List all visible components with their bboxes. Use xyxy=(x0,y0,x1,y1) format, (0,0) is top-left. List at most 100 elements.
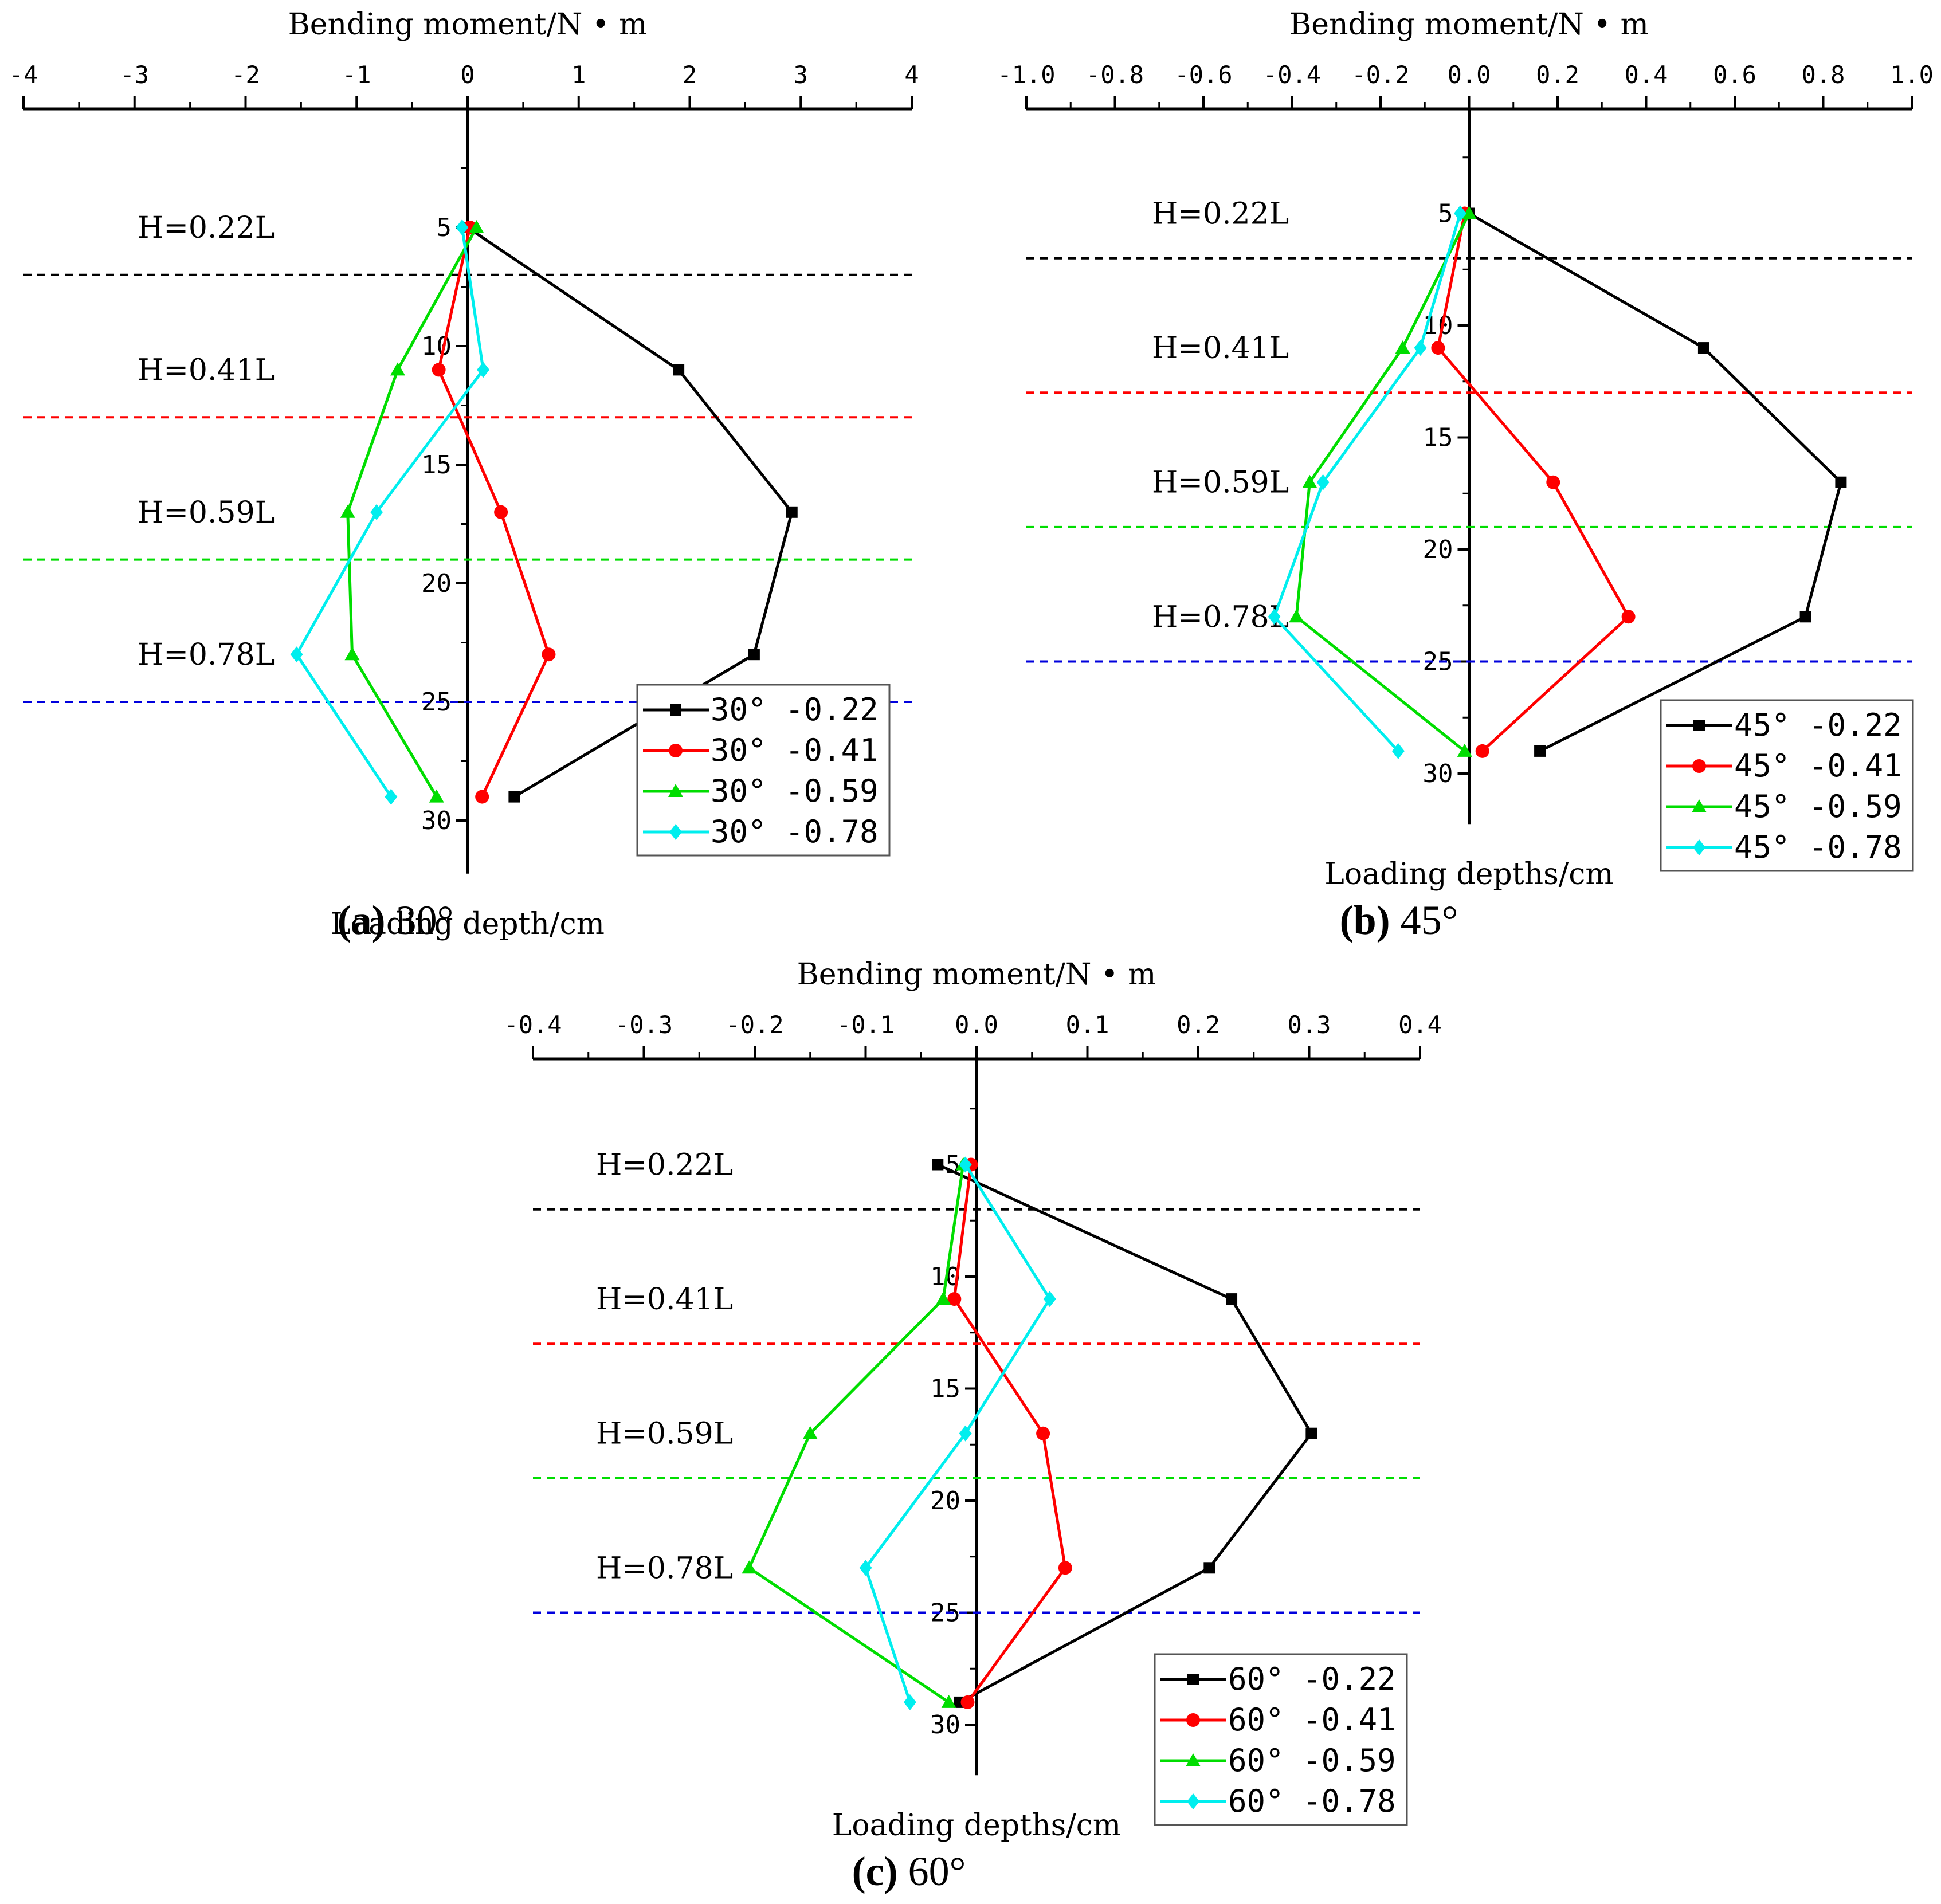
level-label: H=0.78L xyxy=(138,638,275,672)
y-tick-label: 15 xyxy=(421,450,452,480)
data-point-series-4 xyxy=(1391,743,1405,759)
data-point-series-2 xyxy=(1546,475,1560,489)
data-point-series-2 xyxy=(475,790,489,804)
data-point-series-3 xyxy=(429,789,444,803)
caption-letter: (b) xyxy=(1340,897,1390,943)
y-axis-title: Loading depths/cm xyxy=(1324,857,1613,892)
data-point-series-2 xyxy=(1475,744,1489,758)
legend-swatch-marker xyxy=(1187,1793,1199,1809)
data-point-series-4 xyxy=(456,219,469,235)
caption-angle: 60° xyxy=(898,1848,966,1894)
x-tick-label: 0.2 xyxy=(1177,1011,1220,1039)
level-label: H=0.59L xyxy=(138,496,275,530)
x-tick-label: -2 xyxy=(231,61,260,89)
y-tick-label: 20 xyxy=(930,1486,960,1516)
x-tick-label: -0.8 xyxy=(1086,61,1144,89)
x-tick-label: 0.8 xyxy=(1802,61,1845,89)
data-point-series-3 xyxy=(1457,743,1472,757)
panel-caption: (b) 45° xyxy=(1340,897,1458,943)
data-point-series-1 xyxy=(1534,745,1546,757)
legend-swatch-marker xyxy=(1186,1713,1200,1727)
data-point-series-1 xyxy=(1226,1293,1238,1305)
x-tick-label: 0.2 xyxy=(1536,61,1579,89)
data-point-series-4 xyxy=(1414,340,1427,356)
caption-letter: (a) xyxy=(338,897,386,943)
chart-panel: -1.0 -0.8 -0.6 -0.4 -0.2 0.0 0.2 0.4 0.6 0.8 1.0 Be… xyxy=(997,7,1934,943)
legend-entry-label: 30° -0.59 xyxy=(711,773,879,809)
legend-entry-label: 60° -0.22 xyxy=(1228,1661,1396,1697)
legend-entry-label: 45° -0.22 xyxy=(1734,707,1902,743)
series-line-3 xyxy=(346,226,478,798)
data-point-series-3 xyxy=(344,647,360,661)
y-tick-label: 20 xyxy=(421,569,452,598)
data-point-series-3 xyxy=(469,220,484,233)
legend-entry-label: 45° -0.41 xyxy=(1734,748,1902,784)
x-tick-label: -0.3 xyxy=(615,1011,673,1039)
legend-entry-label: 30° -0.78 xyxy=(711,814,879,850)
legend-entry-label: 60° -0.41 xyxy=(1228,1702,1396,1738)
data-point-series-3 xyxy=(941,1694,956,1708)
level-label: H=0.41L xyxy=(1152,331,1289,366)
x-tick-label: -1 xyxy=(342,61,371,89)
y-tick-label: 5 xyxy=(1438,199,1453,229)
data-point-series-2 xyxy=(1431,341,1445,355)
data-point-series-2 xyxy=(542,647,556,662)
data-point-series-1 xyxy=(1305,1427,1317,1439)
data-point-series-4 xyxy=(477,362,490,378)
x-tick-label: -4 xyxy=(9,61,38,89)
x-tick-label: 0.4 xyxy=(1625,61,1668,89)
caption-angle: 30° xyxy=(386,897,454,943)
x-tick-label: -0.1 xyxy=(837,1011,895,1039)
x-tick-label: 0.0 xyxy=(1448,61,1491,89)
legend-swatch-marker xyxy=(1692,799,1707,812)
y-tick-label: 30 xyxy=(421,806,452,835)
data-point-series-4 xyxy=(1454,205,1467,222)
data-point-series-2 xyxy=(1036,1426,1050,1440)
legend-swatch-marker xyxy=(669,744,683,757)
data-point-series-3 xyxy=(1289,609,1304,623)
data-point-series-1 xyxy=(508,791,520,803)
series-line-1 xyxy=(937,1163,1313,1704)
x-tick-label: 0.6 xyxy=(1713,61,1756,89)
data-point-series-4 xyxy=(1043,1291,1056,1308)
level-label: H=0.22L xyxy=(1152,197,1289,231)
x-axis-title: Bending moment/N • m xyxy=(797,957,1156,992)
data-point-series-4 xyxy=(859,1560,872,1576)
legend-swatch-marker xyxy=(1693,720,1705,731)
data-point-series-2 xyxy=(960,1695,975,1709)
y-tick-label: 5 xyxy=(437,213,452,242)
y-tick-label: 15 xyxy=(930,1375,960,1404)
chart-panel: -0.4 -0.3 -0.2 -0.1 0.0 0.1 0.2 0.3 0.4 Bending m… xyxy=(504,957,1442,1894)
level-label: H=0.78L xyxy=(596,1551,733,1585)
data-point-series-4 xyxy=(959,1156,972,1173)
caption-letter: (c) xyxy=(852,1848,898,1894)
x-axis-title: Bending moment/N • m xyxy=(1289,7,1649,42)
legend-swatch-marker xyxy=(670,704,681,716)
x-tick-label: -0.4 xyxy=(504,1011,562,1039)
y-tick-label: 15 xyxy=(1423,423,1453,453)
y-tick-label: 20 xyxy=(1423,535,1453,564)
legend-entry-label: 30° -0.22 xyxy=(711,692,879,728)
level-label: H=0.78L xyxy=(1152,600,1289,634)
x-tick-label: 0.3 xyxy=(1288,1011,1331,1039)
legend-entry-label: 60° -0.59 xyxy=(1228,1742,1396,1779)
legend-swatch-marker xyxy=(1693,839,1705,855)
series-line-4 xyxy=(295,227,485,798)
data-point-series-4 xyxy=(959,1425,972,1442)
data-point-series-4 xyxy=(385,788,398,805)
x-tick-label: 3 xyxy=(794,61,808,89)
data-point-series-2 xyxy=(494,505,508,519)
caption-angle: 45° xyxy=(1390,897,1458,943)
data-point-series-2 xyxy=(1621,610,1636,624)
y-axis-title: Loading depths/cm xyxy=(832,1808,1121,1843)
legend-entry-label: 45° -0.59 xyxy=(1734,788,1902,825)
x-tick-label: -3 xyxy=(120,61,149,89)
legend-entry-label: 30° -0.41 xyxy=(711,732,879,768)
data-point-series-3 xyxy=(390,362,405,376)
y-tick-label: 30 xyxy=(930,1710,960,1740)
legend-entry-label: 60° -0.78 xyxy=(1228,1783,1396,1819)
x-tick-label: 1 xyxy=(571,61,586,89)
legend-swatch-marker xyxy=(669,824,682,840)
